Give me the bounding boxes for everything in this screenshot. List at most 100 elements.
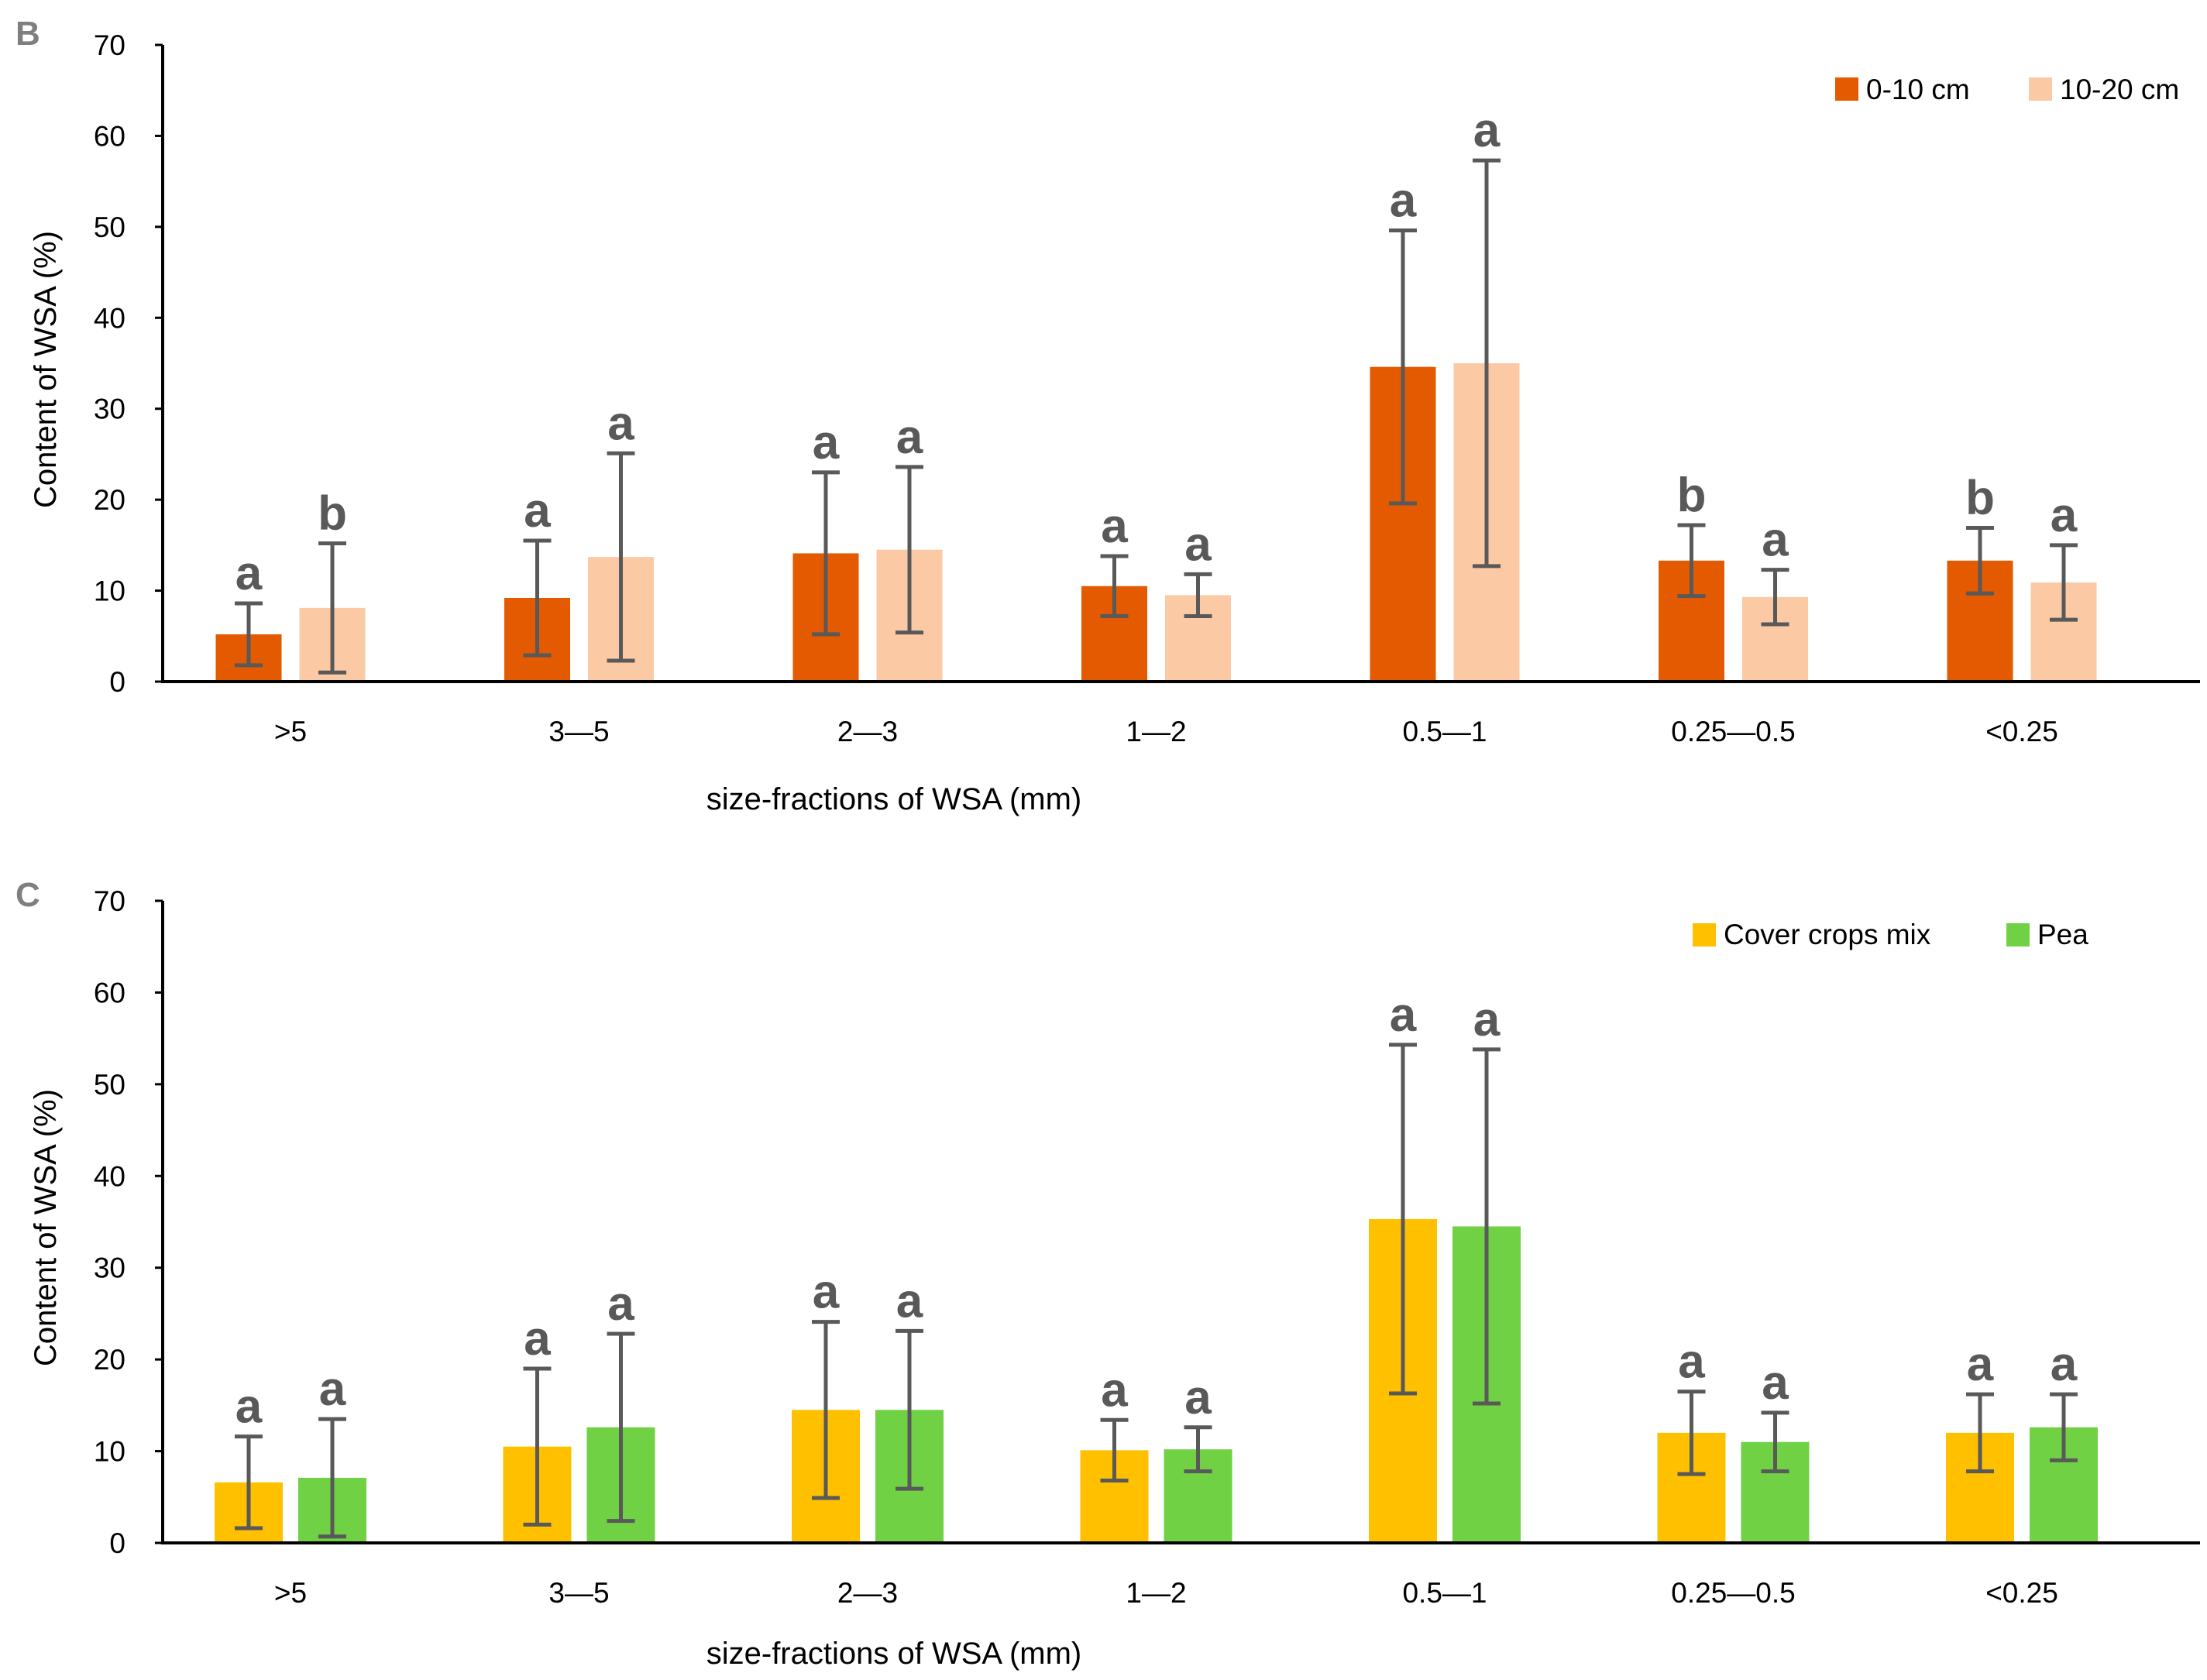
panel-c-label: C: [15, 876, 40, 914]
panel-c-sig-letter-s1-c6: a: [1678, 1335, 1705, 1389]
panel-c-y-tick-label: 60: [94, 977, 125, 1008]
panel-c-y-tick-label: 20: [94, 1344, 125, 1376]
panel-b-errorbar-s2-c5: [1473, 158, 1501, 569]
panel-c-errorbar-s1-c4: [1100, 1417, 1129, 1482]
panel-c-sig-letter-s2-c2: a: [607, 1277, 634, 1331]
legend-swatch-0-10cm: [1835, 77, 1858, 101]
panel-c-errorbar-s2-c3: [896, 1328, 923, 1491]
panel-b-errorbar-s1-c3: [812, 470, 840, 637]
panel-b-errorbar-s2-c4: [1184, 572, 1212, 618]
legend-swatch-pea: [2006, 923, 2030, 947]
panel-b-y-tick-label: 10: [94, 575, 125, 607]
panel-b-sig-letter-s2-c3: a: [896, 411, 923, 464]
panel-c-errorbar-s1-c1: [235, 1434, 263, 1531]
panel-b-sig-letter-s1-c7: b: [1965, 472, 1995, 525]
panel-b-errorbar-s2-c7: [2050, 543, 2078, 622]
panel-b-x-tick-label: 0.5—1: [1402, 716, 1487, 747]
panel-c-errorbar-s1-c2: [523, 1366, 552, 1527]
panel-b-errorbar-s1-c5: [1389, 228, 1417, 506]
panel-b-sig-letter-s2-c1: b: [318, 487, 347, 541]
legend-label-0-10cm: 0-10 cm: [1866, 74, 1970, 105]
panel-c-x-tick-label: 0.5—1: [1402, 1577, 1487, 1609]
legend-swatch-10-20cm: [2029, 77, 2052, 101]
panel-c-errorbar-s2-c5: [1473, 1047, 1501, 1406]
panel-b-errorbar-s2-c6: [1761, 568, 1789, 627]
panel-b-errorbar-s2-c2: [607, 451, 635, 663]
panel-b-y-tick-label: 70: [94, 29, 125, 61]
panel-c-y-tick-label: 10: [94, 1436, 125, 1468]
panel-c-errorbar-s2-c1: [318, 1417, 346, 1539]
panel-c-sig-letter-s1-c4: a: [1101, 1363, 1128, 1417]
panel-c-y-tick-label: 70: [94, 885, 125, 917]
panel-b-sig-letter-s1-c6: b: [1677, 469, 1707, 522]
panel-b-y-tick-label: 60: [94, 120, 125, 152]
panel-b-errorbar-s1-c4: [1100, 554, 1129, 618]
panel-b-sig-letter-s1-c1: a: [235, 547, 263, 600]
panel-c-sig-letter-s2-c4: a: [1184, 1371, 1212, 1424]
panel-c-x-tick-label: <0.25: [1985, 1577, 2058, 1609]
panel-b-y-tick-label: 0: [109, 666, 125, 698]
panel-c-plot: a a >5 a a 3—5 a a 2—3 a a 1—2 a a 0.5—1 a a 0.25—0.5 a a <0…: [94, 885, 2200, 1609]
panel-c-sig-letter-s1-c7: a: [1967, 1338, 1994, 1391]
panel-c-x-axis-title: size-fractions of WSA (mm): [706, 1637, 1082, 1671]
panel-c-errorbar-s2-c4: [1184, 1425, 1212, 1474]
panel-b-sig-letter-s2-c4: a: [1184, 517, 1212, 571]
panel-b-x-tick-label: >5: [274, 716, 307, 747]
panel-c-errorbar-s1-c5: [1389, 1043, 1417, 1396]
panel-b-x-tick-label: 2—3: [837, 716, 898, 747]
panel-c-sig-letter-s2-c3: a: [896, 1274, 923, 1328]
panel-c-sig-letter-s1-c5: a: [1390, 988, 1417, 1042]
panel-b-x-tick-label: 3—5: [548, 716, 609, 747]
panel-b-label: B: [15, 15, 40, 53]
panel-c-errorbar-s1-c6: [1677, 1390, 1706, 1476]
panel-c-errorbar-s2-c6: [1761, 1410, 1789, 1474]
panel-b-sig-letter-s1-c2: a: [524, 484, 551, 538]
panel-c-x-tick-label: 1—2: [1126, 1577, 1186, 1609]
panel-c-sig-letter-s1-c1: a: [235, 1380, 263, 1434]
panel-c-sig-letter-s2-c1: a: [319, 1362, 346, 1416]
panel-b-x-tick-label: <0.25: [1985, 716, 2058, 747]
panel-c-y-tick-label: 50: [94, 1069, 125, 1101]
panel-b-x-tick-label: 1—2: [1126, 716, 1186, 747]
panel-c-x-tick-label: 3—5: [548, 1577, 609, 1609]
panel-c-y-tick-label: 30: [94, 1252, 125, 1284]
panel-b-sig-letter-s1-c5: a: [1390, 174, 1417, 228]
panel-c-legend: Cover crops mix Pea: [1693, 919, 2088, 950]
legend-swatch-cover-crops-mix: [1693, 923, 1716, 947]
panel-b-errorbar-s1-c2: [523, 538, 552, 658]
panel-b-legend: 0-10 cm 10-20 cm: [1835, 74, 2179, 105]
panel-b-y-tick-label: 20: [94, 484, 125, 516]
panel-b-y-tick-label: 50: [94, 211, 125, 243]
panel-c-y-tick-label: 0: [109, 1527, 125, 1559]
panel-c-errorbar-s2-c2: [607, 1331, 635, 1524]
panel-b-errorbar-s1-c7: [1966, 526, 1994, 596]
panel-c-x-tick-label: >5: [274, 1577, 307, 1609]
panel-c-sig-letter-s1-c3: a: [813, 1266, 840, 1319]
legend-label-cover-crops-mix: Cover crops mix: [1724, 919, 1931, 950]
panel-c-sig-letter-s2-c6: a: [1762, 1356, 1789, 1410]
legend-label-pea: Pea: [2037, 919, 2088, 950]
panel-b-plot: a b >5 a a 3—5 a a 2—3 a a 1—2 a a 0.5—1 b a 0.25—0.5 b a <0…: [94, 29, 2200, 747]
panel-b-y-tick-label: 40: [94, 302, 125, 334]
panel-b-y-tick-label: 30: [94, 393, 125, 425]
panel-b-sig-letter-s2-c6: a: [1762, 514, 1789, 567]
panel-b-errorbar-s2-c1: [318, 541, 346, 675]
panel-c-errorbar-s1-c3: [812, 1320, 840, 1500]
panel-c-y-tick-label: 40: [94, 1160, 125, 1192]
panel-b-sig-letter-s2-c5: a: [1473, 104, 1501, 157]
legend-label-10-20cm: 10-20 cm: [2060, 74, 2179, 105]
panel-b-errorbar-s1-c1: [235, 601, 263, 668]
panel-b-errorbar-s2-c3: [896, 465, 923, 635]
panel-c-errorbar-s2-c7: [2050, 1392, 2078, 1462]
panel-c-y-axis-title: Content of WSA (%): [29, 1089, 63, 1366]
panel-b-sig-letter-s2-c7: a: [2051, 489, 2078, 542]
panel-b-x-tick-label: 0.25—0.5: [1671, 716, 1795, 747]
panel-c-x-tick-label: 0.25—0.5: [1671, 1577, 1795, 1609]
panel-b-sig-letter-s1-c4: a: [1101, 500, 1128, 553]
panel-b-sig-letter-s2-c2: a: [607, 397, 634, 450]
panel-c-errorbar-s1-c7: [1966, 1392, 1994, 1474]
panel-c-sig-letter-s1-c2: a: [524, 1312, 551, 1366]
